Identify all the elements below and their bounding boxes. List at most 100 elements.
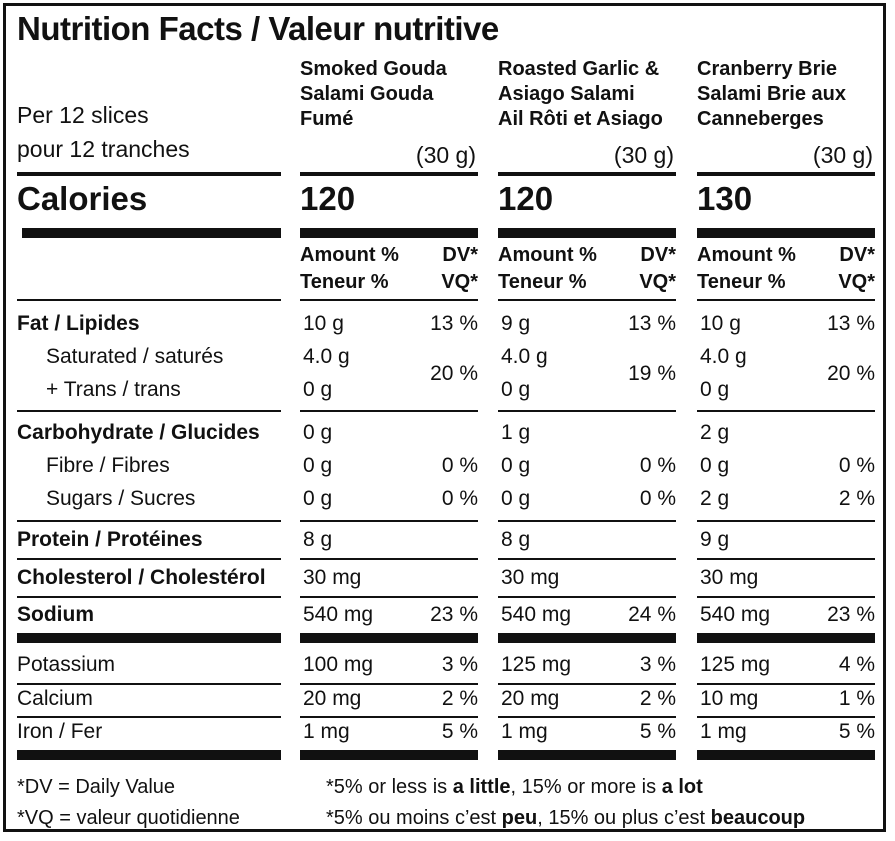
product-3-header-vq: VQ* — [838, 271, 875, 293]
product-2-trans-amount: 0 g — [501, 378, 531, 401]
product-3-name-line: Salami Brie aux — [697, 83, 846, 105]
product-2-rule-after-cholesterol — [498, 596, 676, 598]
product-3-protein-amount: 9 g — [700, 528, 730, 551]
product-1-rule-after-potassium — [300, 683, 478, 685]
serving-basis-en: Per 12 slices — [17, 102, 149, 128]
product-3-sat-amount: 4.0 g — [700, 345, 747, 368]
product-3-header-dv: DV* — [839, 244, 875, 266]
footnote-en-little: a little — [452, 776, 511, 798]
product-2-fibre-dv: 0 % — [639, 454, 676, 477]
footnote-fr-beaucoup: beaucoup — [710, 807, 806, 829]
product-1-rule-after-protein — [300, 558, 478, 560]
product-2-sugars-dv: 0 % — [639, 487, 676, 510]
product-3-rule-after-calcium — [697, 716, 875, 718]
product-1-name-line: Smoked Gouda — [300, 58, 447, 80]
product-3-trans-amount: 0 g — [700, 378, 730, 401]
rule-after-sodium — [17, 633, 281, 643]
product-3-fat-amount: 10 g — [700, 312, 741, 335]
footnote-en-lot: a lot — [661, 776, 703, 798]
product-3-rule-after-fat — [697, 410, 875, 412]
product-3-sugars-amount: 2 g — [700, 487, 730, 510]
label-saturated: Saturated / saturés — [46, 345, 224, 368]
footnote-en-text-mid: , 15% or more is — [510, 776, 662, 798]
product-1-potassium-amount: 100 mg — [303, 653, 374, 676]
nutrition-facts-panel — [3, 3, 886, 832]
product-1-rule-after-calcium — [300, 716, 478, 718]
product-1-sugars-amount: 0 g — [303, 487, 333, 510]
product-3-rule-after-sodium — [697, 633, 875, 643]
product-2-rule-calories-top — [498, 172, 676, 176]
label-calcium: Calcium — [17, 687, 93, 710]
serving-basis-fr: pour 12 tranches — [17, 136, 190, 162]
product-2-protein-amount: 8 g — [501, 528, 531, 551]
product-2-calories-value: 120 — [498, 180, 554, 217]
product-3-rule-after-iron — [697, 750, 875, 760]
product-3-cholesterol-amount: 30 mg — [700, 566, 759, 589]
footnote-en-text: *5% or less is — [326, 776, 453, 798]
product-1-calcium-amount: 20 mg — [303, 687, 362, 710]
rule-calories-bottom — [22, 228, 281, 238]
product-1-fibre-dv: 0 % — [441, 454, 478, 477]
product-2-sat-amount: 4.0 g — [501, 345, 548, 368]
product-3-rule-after-protein — [697, 558, 875, 560]
product-2-rule-after-calcium — [498, 716, 676, 718]
panel-title: Nutrition Facts / Valeur nutritive — [17, 10, 499, 47]
product-2-name-line: Asiago Salami — [498, 83, 635, 105]
product-3-sugars-dv: 2 % — [838, 487, 875, 510]
product-3-calories-value: 130 — [697, 180, 753, 217]
label-sodium: Sodium — [17, 603, 94, 626]
footnote-percent-fr: *5% ou moins c’est peu, 15% ou plus c’es… — [326, 807, 805, 830]
product-2-calcium-dv: 2 % — [639, 687, 676, 710]
product-2-rule-after-potassium — [498, 683, 676, 685]
product-1-calcium-dv: 2 % — [441, 687, 478, 710]
product-1-iron-dv: 5 % — [441, 720, 478, 743]
product-1-rule-calories-bottom — [300, 228, 478, 238]
product-1-trans-amount: 0 g — [303, 378, 333, 401]
label-protein: Protein / Protéines — [17, 528, 203, 551]
product-1-header-teneur: Teneur % — [300, 271, 389, 293]
label-sugars: Sugars / Sucres — [46, 487, 196, 510]
rule-header-bottom — [17, 299, 281, 301]
product-2-fibre-amount: 0 g — [501, 454, 531, 477]
rule-after-iron — [17, 750, 281, 760]
footnote-vq: *VQ = valeur quotidienne — [17, 807, 240, 829]
product-3-serving-size: (30 g) — [812, 142, 873, 168]
product-1-rule-header-bottom — [300, 299, 478, 301]
rule-after-fat — [17, 410, 281, 412]
rule-after-calcium — [17, 716, 281, 718]
product-2-header-teneur: Teneur % — [498, 271, 587, 293]
product-1-rule-calories-top — [300, 172, 478, 176]
product-2-iron-amount: 1 mg — [501, 720, 548, 743]
product-1-cholesterol-amount: 30 mg — [303, 566, 362, 589]
product-2-header-vq: VQ* — [639, 271, 676, 293]
label-trans: + Trans / trans — [46, 378, 181, 401]
label-iron: Iron / Fer — [17, 720, 103, 743]
product-1-sodium-dv: 23 % — [430, 603, 478, 626]
product-3-iron-dv: 5 % — [838, 720, 875, 743]
product-1-rule-after-carb — [300, 520, 478, 522]
rule-after-protein — [17, 558, 281, 560]
product-3-fibre-dv: 0 % — [838, 454, 875, 477]
product-1-header-amount: Amount % — [300, 244, 399, 266]
product-1-sugars-dv: 0 % — [441, 487, 478, 510]
product-1-iron-amount: 1 mg — [303, 720, 350, 743]
product-3-calcium-amount: 10 mg — [700, 687, 759, 710]
label-fibre: Fibre / Fibres — [46, 454, 170, 477]
product-1-fat-dv: 13 % — [430, 312, 478, 335]
product-3-iron-amount: 1 mg — [700, 720, 747, 743]
label-fat: Fat / Lipides — [17, 312, 140, 335]
footnote-fr-peu: peu — [501, 807, 538, 829]
product-1-calories-value: 120 — [300, 180, 356, 217]
product-1-serving-size: (30 g) — [415, 142, 476, 168]
rule-calories-top — [17, 172, 281, 176]
product-2-serving-size: (30 g) — [613, 142, 674, 168]
product-2-rule-calories-bottom — [498, 228, 676, 238]
product-2-carb-amount: 1 g — [501, 421, 531, 444]
product-3-potassium-dv: 4 % — [838, 653, 875, 676]
product-2-name-line: Ail Rôti et Asiago — [498, 108, 663, 130]
product-2-rule-after-fat — [498, 410, 676, 412]
product-3-name-line: Canneberges — [697, 108, 824, 130]
product-2-calcium-amount: 20 mg — [501, 687, 560, 710]
product-3-sat-trans-dv: 20 % — [827, 362, 875, 385]
product-1-potassium-dv: 3 % — [441, 653, 478, 676]
